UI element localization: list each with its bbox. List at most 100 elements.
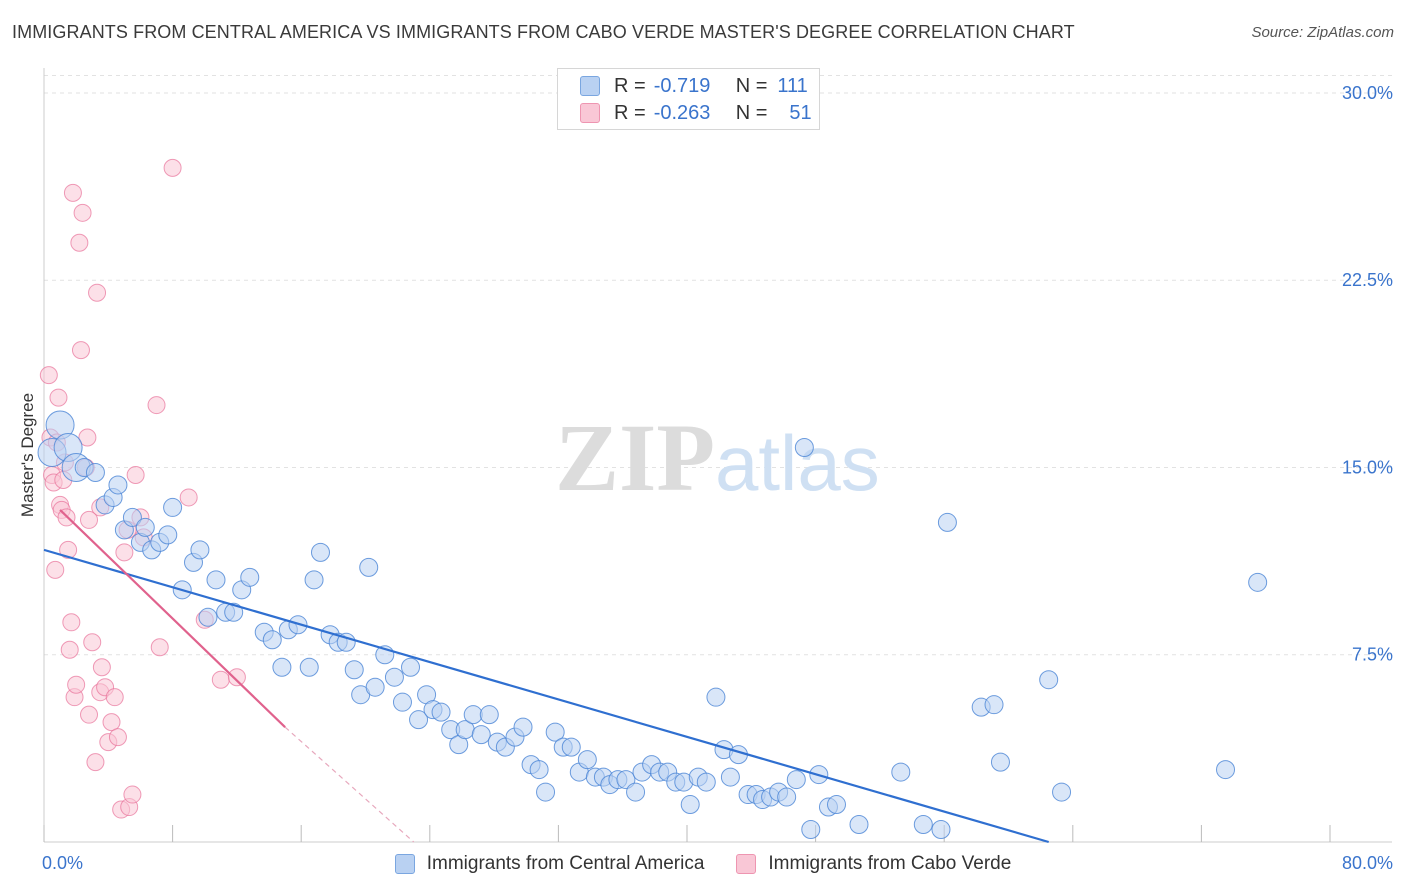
y-tick-label: 22.5% [1342,270,1393,290]
central-america-point [720,767,740,787]
central-america-point [680,795,700,815]
central-america-point [471,725,491,745]
r-label: R = [614,74,646,97]
central-america-point [696,772,716,792]
central-america-point [937,512,957,532]
cabo-verde-point [83,633,102,652]
y-tick-label: 7.5% [1352,645,1393,665]
cabo-verde-trend-extension [284,726,415,843]
legend-item-cabo-verde[interactable]: Immigrants from Cabo Verde [736,853,1011,875]
central-america-point [158,525,178,545]
cabo-verde-point [78,428,97,447]
central-america-point [1216,760,1236,780]
n-label: N = [735,101,768,124]
cabo-verde-point [123,785,142,804]
central-america-point [777,787,797,807]
central-america-point [344,660,364,680]
central-america-point [463,705,483,725]
cabo-verde-point [46,560,65,579]
central-america-point [359,557,379,577]
cabo-verde-point [70,233,89,252]
central-america-point [304,570,324,590]
cabo-verde-point [62,613,81,632]
central-america-trend-line [43,548,1049,844]
cabo-verde-point [108,728,127,747]
cabo-verde-point [80,705,99,724]
r-value: -0.263 [653,101,711,124]
trend-lines [43,509,1049,844]
cabo-verde-point [67,675,86,694]
central-america-point [1248,572,1268,592]
grid-layer [44,74,1392,656]
correlation-legend: R = -0.719 N = 111 R = -0.263 N = 51 [557,68,820,130]
cabo-verde-point [73,203,92,222]
r-value: -0.719 [653,74,711,97]
central-america-point [310,542,330,562]
axis-labels: 7.5% 15.0% 22.5% 30.0% 0.0% 80.0% Master's Deg… [18,83,1393,873]
central-america-point [529,760,549,780]
cabo-verde-point [179,488,198,507]
central-america-point [577,750,597,770]
central-america-point [163,497,183,517]
legend-label: Immigrants from Cabo Verde [768,853,1012,874]
cabo-verde-point [126,465,145,484]
central-america-point [706,687,726,707]
legend-item-central-america[interactable]: Immigrants from Central America [394,853,704,875]
cabo-verde-point [147,396,166,415]
source-label: Source: ZipAtlas.com [1251,24,1394,41]
watermark-atlas: atlas [715,419,880,507]
cabo-verde-point [39,366,58,385]
central-america-point [479,705,499,725]
central-america-point [135,517,155,537]
central-america-point [536,782,556,802]
central-america-point [336,632,356,652]
watermark: ZIP atlas [555,404,880,511]
central-america-point [224,602,244,622]
pink-swatch-icon [736,854,757,874]
cabo-verde-point [60,640,79,659]
x-tick-label: 80.0% [1342,853,1393,873]
central-america-point [561,737,581,757]
central-america-point [299,657,319,677]
y-axis-label: Master's Degree [18,393,37,517]
n-value: 111 [777,74,808,97]
cabo-verde-point [59,540,78,559]
central-america-point [626,782,646,802]
central-america-point [108,475,128,495]
r-label: R = [614,101,646,124]
watermark-zip: ZIP [555,404,715,511]
central-america-point [984,695,1004,715]
central-america-point [409,710,429,730]
cabo-verde-point [102,713,121,732]
central-america-point [262,630,282,650]
central-america-point [786,770,806,790]
legend-row-cabo-verde: R = -0.263 N = 51 [580,100,812,126]
blue-swatch-icon [580,76,600,96]
cabo-verde-point [163,158,182,177]
chart-title: IMMIGRANTS FROM CENTRAL AMERICA VS IMMIG… [12,22,1075,42]
cabo-verde-point [86,753,105,772]
legend-row-central-america: R = -0.719 N = 111 [580,73,808,99]
central-america-point [794,438,814,458]
central-america-point [401,657,421,677]
central-america-point [1052,782,1072,802]
cabo-verde-point [150,638,169,657]
central-america-point [365,677,385,697]
cabo-verde-trend-line [59,509,286,728]
central-america-point [826,795,846,815]
cabo-verde-point [105,688,124,707]
cabo-verde-point [92,658,111,677]
cabo-verde-point [71,341,90,360]
cabo-verde-point [63,183,82,202]
central-america-point [431,702,451,722]
central-america-point [990,752,1010,772]
cabo-verde-point [49,388,68,407]
central-america-point [513,717,533,737]
central-america-point [206,570,226,590]
pink-swatch-icon [580,103,600,123]
x-tick-label: 0.0% [42,853,83,873]
cabo-verde-points [39,158,246,819]
cabo-verde-point [80,510,99,529]
cabo-verde-point [227,668,246,687]
